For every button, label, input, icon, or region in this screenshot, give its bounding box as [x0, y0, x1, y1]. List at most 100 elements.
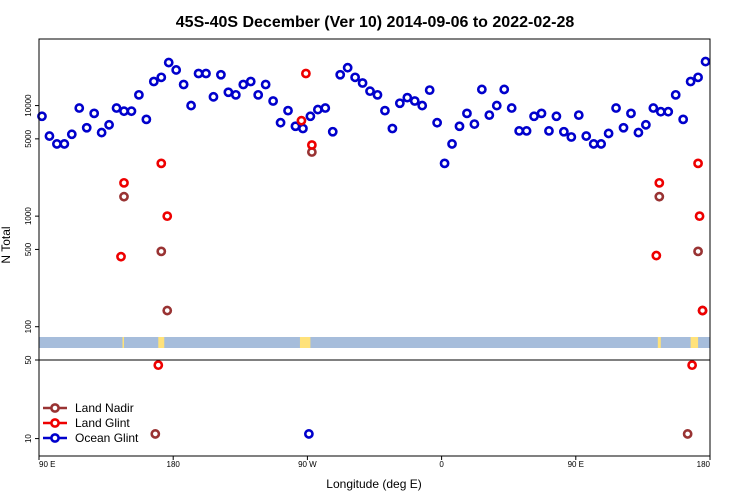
land-segment — [158, 337, 165, 348]
ocean-glint-point — [357, 78, 368, 88]
ocean-glint-point — [51, 139, 62, 149]
ocean-glint-point — [238, 79, 249, 90]
ocean-glint-point — [380, 105, 390, 116]
ocean-glint-point — [81, 122, 92, 133]
y-tick-label: 500 — [24, 242, 33, 256]
ocean-glint-point — [372, 89, 383, 100]
lower-panel-marks — [150, 360, 698, 439]
ocean-glint-point — [230, 89, 241, 100]
ocean-glint-point — [633, 127, 644, 138]
ocean-glint-point — [141, 114, 152, 125]
ocean-glint-point — [588, 139, 599, 149]
ocean-glint-point — [134, 89, 144, 100]
ocean-glint-point — [283, 105, 293, 116]
ocean-glint-point — [305, 111, 316, 122]
land-glint-point — [116, 251, 126, 262]
x-tick-label: 90 E — [39, 460, 55, 469]
ocean-glint-point — [648, 103, 659, 113]
x-axis-label: Longitude (deg E) — [326, 477, 421, 491]
ocean-glint-point — [693, 72, 703, 83]
ocean-glint-point — [342, 62, 353, 73]
ocean-glint-point — [201, 68, 211, 79]
ocean-glint-point — [245, 76, 256, 87]
ocean-glint-point — [462, 108, 472, 119]
ocean-glint-point — [394, 98, 405, 109]
land-nadir-point — [693, 246, 703, 257]
ocean-glint-point — [663, 106, 674, 117]
ocean-glint-point — [573, 110, 584, 121]
ocean-glint-point — [104, 119, 114, 130]
land-segment — [122, 337, 124, 348]
ocean-glint-point — [603, 128, 614, 139]
ocean-glint-point — [566, 132, 577, 142]
chart-title: 45S-40S December (Ver 10) 2014-09-06 to … — [176, 14, 575, 31]
ocean-glint-point — [454, 121, 465, 132]
land-glint-point — [693, 158, 703, 169]
ocean-glint-point — [216, 69, 226, 80]
x-axis-ticks: 90 E 180 90 W 0 90 E 180 — [38, 456, 711, 469]
upper-panel-marks — [37, 56, 711, 316]
land-glint-point — [296, 115, 307, 126]
land-glint-point — [654, 177, 665, 188]
ocean-glint-point — [171, 65, 182, 75]
ocean-glint-point — [178, 79, 189, 90]
land-segment — [299, 337, 311, 348]
y-tick-label: 1000 — [24, 207, 33, 225]
ocean-glint-point — [89, 108, 100, 119]
land-strip — [39, 337, 710, 348]
ocean-glint-point — [536, 108, 547, 119]
land-segment — [690, 337, 699, 348]
ocean-glint-point — [484, 110, 495, 121]
ocean-glint-point — [700, 56, 711, 67]
legend-marker — [50, 418, 60, 428]
ocean-glint-point — [476, 84, 487, 95]
ocean-glint-point — [409, 96, 420, 106]
ocean-glint-point — [96, 127, 107, 138]
ocean-glint-point — [365, 86, 375, 97]
legend-label: Land Glint — [75, 416, 130, 430]
land-glint-point — [119, 177, 129, 188]
y-axis-label: N Total — [0, 226, 13, 263]
land-glint-point — [651, 250, 662, 261]
ocean-glint-point — [253, 89, 264, 100]
ocean-glint-point — [163, 57, 174, 68]
y-tick-label: 10 — [24, 434, 33, 443]
ocean-glint-point — [260, 79, 271, 90]
land-nadir-point — [150, 429, 161, 439]
land-glint-point — [687, 360, 698, 371]
ocean-glint-point — [499, 84, 510, 95]
ocean-glint-point — [640, 119, 651, 130]
ocean-glint-point — [439, 158, 450, 169]
upper-panel-frame — [38, 38, 711, 361]
land-glint-point — [301, 68, 311, 79]
land-segment — [657, 337, 661, 348]
ocean-glint-point — [618, 122, 629, 133]
ocean-glint-point — [685, 76, 696, 87]
land-glint-point — [153, 360, 164, 371]
ocean-glint-point — [596, 139, 607, 149]
ocean-band — [39, 337, 710, 348]
ocean-glint-point — [544, 126, 554, 136]
legend-marker — [50, 403, 60, 413]
legend-label: Land Nadir — [75, 401, 134, 415]
x-tick-label: 180 — [167, 460, 181, 469]
y-tick-label: 5000 — [24, 129, 33, 147]
ocean-glint-point — [148, 76, 159, 87]
ocean-glint-point — [335, 69, 346, 80]
ocean-glint-point — [551, 111, 562, 122]
land-glint-point — [697, 305, 708, 316]
ocean-glint-point — [678, 114, 689, 125]
x-tick-label: 0 — [439, 460, 444, 469]
ocean-glint-point — [268, 96, 279, 106]
ocean-glint-point — [111, 103, 122, 113]
land-glint-point — [694, 211, 705, 222]
ocean-glint-point — [119, 106, 129, 117]
ocean-glint-point — [320, 103, 331, 113]
ocean-glint-point — [350, 72, 361, 83]
x-tick-label: 90 E — [568, 460, 584, 469]
x-tick-label: 90 W — [298, 460, 317, 469]
ocean-glint-point — [670, 89, 681, 100]
ocean-glint-point — [558, 126, 569, 137]
ocean-glint-point — [469, 119, 480, 129]
